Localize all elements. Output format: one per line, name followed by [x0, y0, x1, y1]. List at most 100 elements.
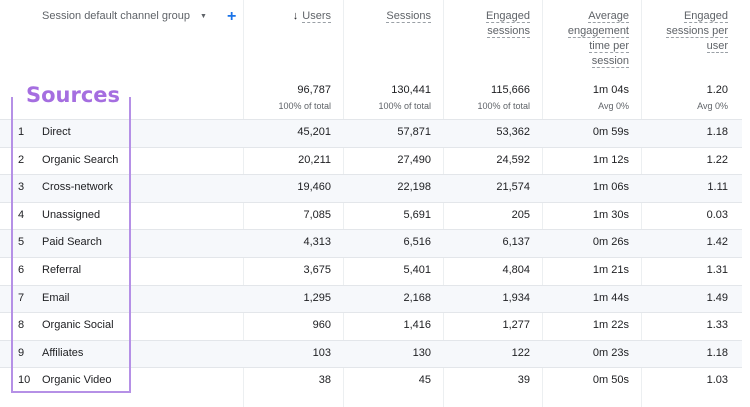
table-row[interactable]	[0, 284, 742, 313]
table-row[interactable]	[0, 119, 742, 147]
cell-avg-time: 1m 21s	[592, 264, 629, 276]
row-index: 5	[18, 236, 25, 249]
cell-engaged: 205	[511, 208, 530, 221]
cell-engaged: 39	[517, 374, 530, 387]
metric-total: 130,441	[391, 84, 431, 96]
channel-name[interactable]: Paid Search	[42, 236, 102, 249]
cell-users: 3,675	[303, 264, 331, 276]
cell-per-user: 1.42	[706, 236, 728, 249]
caret-down-icon[interactable]: ▼	[200, 12, 207, 20]
cell-per-user: 1.49	[706, 291, 728, 304]
cell-avg-time: 0m 59s	[592, 126, 629, 138]
metric-header-label: engagement	[567, 25, 629, 38]
cell-avg-time: 1m 06s	[592, 181, 629, 194]
cell-users: 960	[312, 319, 331, 332]
metric-header-label: Sessions	[386, 10, 431, 23]
add-dimension-icon[interactable]: +	[226, 7, 237, 25]
cell-users: 4,313	[303, 236, 331, 249]
cell-users: 7,085	[303, 208, 331, 221]
column-divider	[343, 0, 344, 407]
metric-total-percent: 100% of total	[278, 101, 331, 111]
row-index: 1	[18, 126, 25, 138]
cell-per-user: 1.11	[707, 181, 728, 194]
metric-total-percent: Avg 0%	[598, 101, 629, 111]
metric-total: 115,666	[491, 84, 530, 96]
channel-name[interactable]: Cross-network	[42, 181, 113, 194]
row-index: 7	[18, 291, 25, 304]
metric-header-0[interactable]: ↓ Users	[293, 9, 331, 24]
table-row[interactable]	[0, 229, 742, 258]
metric-total: 1m 04s	[592, 84, 629, 96]
table-row[interactable]	[0, 367, 742, 395]
table-row[interactable]	[0, 312, 742, 340]
cell-users: 1,295	[303, 291, 331, 304]
metric-total: 96,787	[297, 84, 331, 96]
metric-total-percent: 100% of total	[477, 101, 530, 111]
table-row[interactable]	[0, 174, 742, 203]
cell-avg-time: 1m 30s	[592, 208, 629, 221]
row-index: 8	[18, 319, 25, 332]
cell-per-user: 1.31	[706, 264, 728, 276]
sources-annotation-frame	[11, 97, 131, 393]
column-divider	[542, 0, 543, 407]
table-row[interactable]	[0, 201, 742, 230]
table-row[interactable]	[0, 257, 742, 285]
cell-engaged: 122	[511, 346, 530, 359]
cell-users: 38	[318, 374, 331, 387]
metric-header-label: sessions	[487, 25, 530, 38]
cell-sessions: 27,490	[397, 153, 431, 166]
cell-per-user: 1.18	[706, 126, 728, 138]
cell-avg-time: 0m 50s	[592, 374, 629, 387]
channel-name[interactable]: Referral	[42, 264, 82, 276]
channel-name[interactable]: Organic Social	[42, 319, 114, 332]
column-divider	[443, 0, 444, 407]
cell-engaged: 1,277	[502, 319, 530, 332]
cell-sessions: 5,691	[403, 208, 431, 221]
sources-annotation-label: Sources	[22, 82, 125, 108]
row-index: 9	[18, 346, 25, 359]
cell-users: 45,201	[297, 126, 331, 138]
cell-per-user: 1.33	[706, 319, 728, 332]
table-row[interactable]	[0, 146, 742, 175]
channel-name[interactable]: Unassigned	[42, 208, 101, 221]
cell-engaged: 24,592	[496, 153, 530, 166]
metric-total-percent: 100% of total	[378, 101, 431, 111]
metric-total: 1.20	[706, 84, 728, 96]
cell-users: 19,460	[297, 181, 331, 194]
metric-header-3[interactable]: Average engagement time per session	[567, 9, 629, 69]
metric-header-label: Engaged	[485, 10, 530, 23]
cell-avg-time: 1m 44s	[592, 291, 629, 304]
channel-name[interactable]: Direct	[42, 126, 71, 138]
cell-engaged: 1,934	[502, 291, 530, 304]
cell-engaged: 53,362	[496, 126, 530, 138]
cell-avg-time: 0m 23s	[592, 346, 629, 359]
channel-name[interactable]: Organic Search	[42, 153, 119, 166]
cell-sessions: 57,871	[397, 126, 431, 138]
cell-per-user: 1.03	[706, 374, 728, 387]
row-index: 2	[18, 153, 25, 166]
sort-arrow-icon[interactable]: ↓	[292, 10, 299, 22]
cell-sessions: 2,168	[403, 291, 431, 304]
row-index: 6	[18, 264, 25, 276]
metric-header-label: time per	[589, 40, 629, 53]
dimension-header[interactable]: Session default channel group ▼ +	[42, 7, 237, 25]
channel-name[interactable]: Email	[42, 291, 70, 304]
metric-header-label: sessions per	[666, 25, 728, 38]
metric-header-2[interactable]: Engaged sessions	[485, 9, 530, 39]
metric-header-label: user	[706, 40, 728, 53]
metric-header-label: Users	[302, 10, 331, 23]
row-index: 10	[18, 374, 31, 387]
metric-header-label: session	[591, 55, 629, 68]
column-divider	[641, 0, 642, 407]
channel-name[interactable]: Organic Video	[42, 374, 112, 387]
cell-users: 103	[312, 346, 331, 359]
cell-sessions: 130	[412, 346, 431, 359]
metric-header-4[interactable]: Engaged sessions per user	[666, 9, 728, 54]
cell-avg-time: 1m 12s	[592, 153, 629, 166]
metric-header-1[interactable]: Sessions	[386, 9, 431, 24]
metric-header-label: Average	[588, 10, 629, 23]
table-row[interactable]	[0, 339, 742, 368]
column-divider	[243, 0, 244, 407]
cell-sessions: 5,401	[403, 264, 431, 276]
channel-name[interactable]: Affiliates	[42, 346, 84, 359]
